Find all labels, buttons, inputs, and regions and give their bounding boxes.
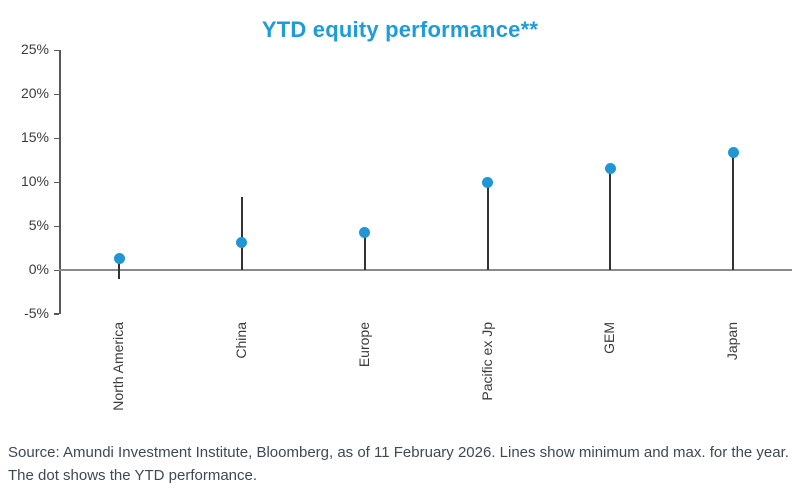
y-tick-mark xyxy=(54,181,59,184)
category-label-japan: Japan xyxy=(724,322,741,361)
ytd-dot-gem xyxy=(604,163,616,175)
source-note: Source: Amundi Investment Institute, Blo… xyxy=(8,441,789,487)
ytd-dot-north-america xyxy=(113,253,125,265)
y-tick-label: 20% xyxy=(20,85,49,102)
source-note-line1: Source: Amundi Investment Institute, Blo… xyxy=(8,444,789,461)
y-tick-label: 10% xyxy=(20,173,49,190)
plot-area: 25% 20% 15% 10% 5% 0% -5% North America China Eur… xyxy=(20,41,792,411)
ytd-dot-pacific-ex-jp xyxy=(482,176,494,188)
range-line-pacific-ex-jp xyxy=(486,182,489,270)
y-tick-mark xyxy=(54,225,59,228)
zero-baseline xyxy=(59,269,792,271)
range-line-gem xyxy=(609,168,612,270)
ytd-dot-china xyxy=(236,237,248,249)
range-line-china xyxy=(240,197,243,270)
y-tick-mark xyxy=(54,269,59,271)
category-label-gem: GEM xyxy=(601,322,618,354)
range-line-japan xyxy=(732,152,735,270)
y-tick-label: -5% xyxy=(24,304,49,321)
y-tick-label: 0% xyxy=(28,261,49,277)
category-label-europe: Europe xyxy=(355,322,372,368)
y-tick-label: 25% xyxy=(20,41,49,58)
range-line-north-america xyxy=(118,256,120,279)
y-axis-line xyxy=(59,50,61,314)
y-tick-mark xyxy=(54,93,59,96)
range-line-europe xyxy=(363,232,366,270)
y-tick-mark xyxy=(54,49,59,52)
y-tick-mark xyxy=(54,313,59,315)
ytd-dot-japan xyxy=(727,146,739,158)
ytd-dot-europe xyxy=(359,226,371,238)
chart-title: YTD equity performance** xyxy=(261,17,539,42)
y-tick-label: 5% xyxy=(28,217,49,234)
category-label-china: China xyxy=(232,322,249,359)
y-tick-label: 15% xyxy=(20,129,49,146)
category-label-pacific-ex-jp: Pacific ex Jp xyxy=(478,322,495,401)
y-tick-mark xyxy=(54,137,59,140)
source-note-line2: The dot shows the YTD performance. xyxy=(8,467,258,484)
category-label-north-america: North America xyxy=(110,322,126,411)
